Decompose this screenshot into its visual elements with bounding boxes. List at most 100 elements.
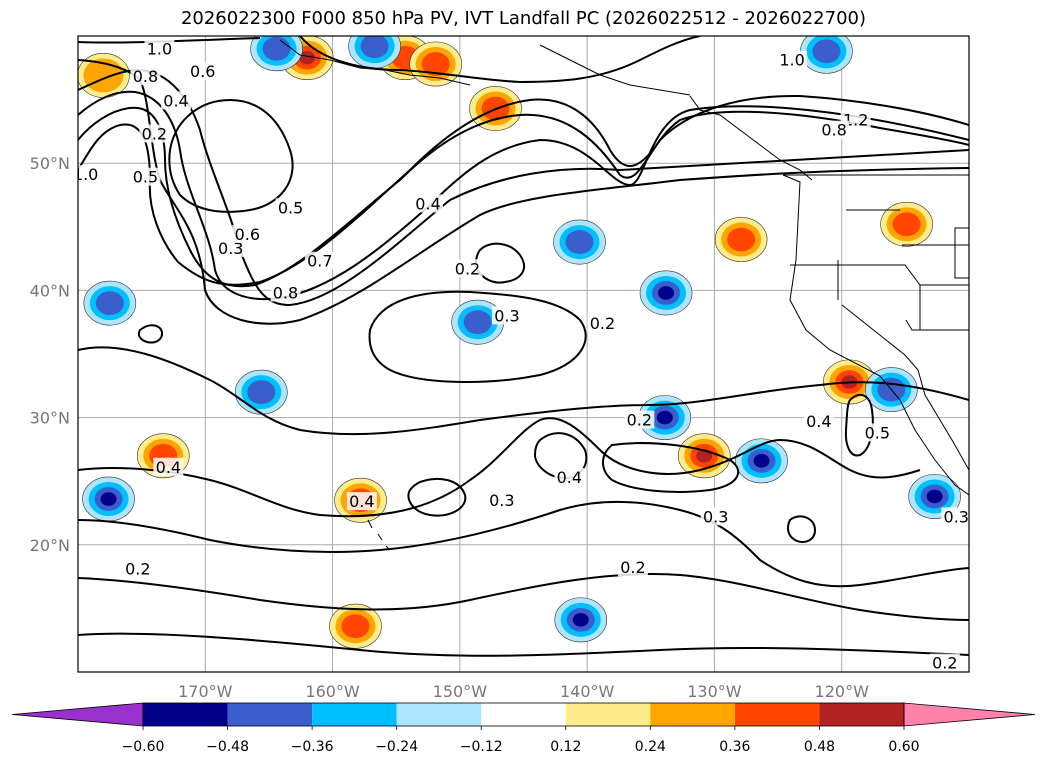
contour-label: 1.0 (73, 165, 98, 184)
contour-label: 0.4 (415, 194, 440, 213)
ivt-negative-anomaly (82, 476, 135, 522)
contour-label-bg (486, 490, 517, 509)
contour-label-bg (700, 507, 731, 526)
contour-label: 1.0 (779, 51, 804, 70)
contour-label: 0.4 (557, 468, 582, 487)
colorbar-outline (142, 702, 905, 727)
lat-tick-label: 50°N (30, 154, 70, 173)
lat-tick-label: 40°N (30, 281, 70, 300)
colorbar-tick-label: 0.24 (635, 739, 666, 755)
colorbar-tick-label: −0.60 (122, 739, 165, 755)
colorbar-tick-label: −0.12 (460, 739, 503, 755)
colorbar-extend-high (903, 702, 1036, 727)
contour-label: 0.4 (349, 492, 374, 511)
contour-label: 0.6 (235, 225, 260, 244)
contour-label-bg (232, 224, 263, 243)
colorbar: −0.60 −0.48 −0.36 −0.24 −0.12 0.12 0.24 0.36 0.4… (11, 702, 1036, 755)
ivt-negative-anomaly (639, 270, 693, 316)
ivt-shade-level (341, 614, 370, 639)
contour-label: 0.2 (627, 411, 652, 430)
contour-label-bg (624, 410, 655, 429)
pv-contour-labels: 1.00.8 0.60.40.20.51.00.30.60.50.80.70.40… (73, 39, 969, 673)
colorbar-extend-low (11, 702, 144, 727)
contour-label: 0.3 (494, 306, 519, 325)
contour-label-bg (122, 559, 153, 578)
ivt-negative-anomaly (451, 299, 504, 345)
ivt-negative-anomaly (553, 219, 606, 265)
contour-label-bg (130, 167, 161, 186)
lat-tick-label: 20°N (30, 536, 70, 555)
longitude-labels: 170°W 160°W 150°W 140°W 130°W 120°W (178, 682, 869, 701)
ivt-shade-level (247, 380, 276, 405)
contour-label: 1.2 (843, 110, 868, 129)
contour-label-bg (452, 259, 483, 278)
contour-label-bg (275, 198, 306, 217)
lon-tick-label: 120°W (815, 682, 870, 701)
contour-label: 0.4 (163, 91, 188, 110)
ivt-shade-level (656, 410, 673, 425)
ivt-shade-level (658, 286, 675, 300)
contour-label-bg (346, 492, 377, 511)
contour-label-bg (187, 62, 218, 81)
colorbar-tick-label: −0.24 (375, 739, 418, 755)
contour-label: 0.3 (489, 491, 514, 510)
colorbar-segment (227, 703, 313, 726)
contour-label-bg (587, 314, 618, 333)
pv-contours (78, 36, 969, 657)
contour-label: 0.2 (125, 560, 150, 579)
ivt-positive-anomaly (329, 603, 382, 649)
contour-label: 0.8 (821, 121, 846, 140)
contour-label: 0.5 (133, 168, 158, 187)
ivt-negative-anomaly (83, 280, 137, 326)
contour-label-bg (554, 467, 585, 486)
ivt-shade-level (926, 489, 943, 504)
contour-label-bg (270, 283, 301, 302)
contour-label-bg (777, 50, 808, 69)
contour-label: 0.2 (590, 314, 615, 333)
contour-label-bg (617, 558, 648, 577)
colorbar-tick-label: 0.36 (719, 739, 750, 755)
ivt-negative-anomaly (908, 474, 961, 519)
contour-label: 0.8 (133, 67, 158, 86)
ivt-positive-anomaly (409, 41, 462, 87)
colorbar-segment (650, 703, 735, 726)
ivt-positive-anomaly (880, 201, 933, 247)
colorbar-segment (481, 703, 566, 726)
contour-label-bg (161, 91, 192, 110)
ivt-shade-level (95, 291, 124, 316)
contour-label: 0.3 (703, 507, 728, 526)
contour-label-bg (491, 306, 522, 325)
contour-label: 0.2 (455, 259, 480, 278)
colorbar-segment (565, 703, 651, 726)
colorbar-segment (734, 703, 820, 726)
ivt-shade-level (892, 212, 921, 237)
lon-tick-label: 130°W (687, 682, 742, 701)
ivt-positive-anomaly (280, 36, 334, 81)
contour-label-bg (819, 120, 850, 139)
ivt-negative-anomaly (554, 597, 608, 643)
colorbar-segment (396, 703, 482, 726)
colorbar-tick-label: 0.12 (550, 739, 581, 755)
ivt-shade-level (262, 36, 291, 61)
ivt-negative-anomaly (800, 36, 853, 74)
lat-tick-label: 30°N (30, 409, 70, 428)
contour-label-bg (803, 411, 834, 430)
contour-label: 0.8 (273, 283, 298, 302)
contour-label: 0.5 (865, 423, 890, 442)
contour-label: 0.5 (278, 198, 303, 217)
ivt-negative-anomaly (234, 369, 288, 415)
contour-label-bg (413, 194, 444, 213)
contour-label-bg (130, 67, 161, 86)
gridlines (78, 36, 969, 672)
contour-label: 0.2 (932, 654, 957, 673)
colorbar-segment (312, 703, 397, 726)
contour-label: 0.4 (156, 458, 181, 477)
ivt-negative-anomaly (250, 36, 303, 72)
ivt-shade-level (421, 52, 450, 76)
contour-label: 1.0 (147, 39, 172, 58)
contour-label: 0.3 (944, 507, 969, 526)
ivt-positive-anomaly (714, 217, 768, 262)
ivt-negative-anomaly (348, 36, 401, 69)
colorbar-tick-label: −0.36 (291, 739, 334, 755)
